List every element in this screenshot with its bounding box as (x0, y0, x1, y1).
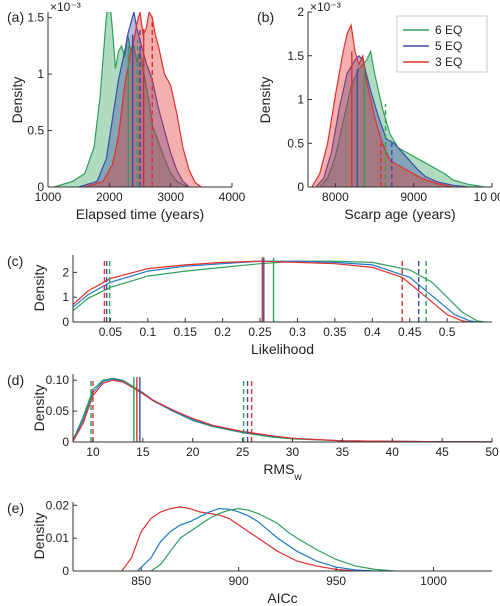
series-area-3eq (311, 25, 453, 187)
x-axis-label: Likelihood (251, 341, 314, 357)
x-tick-label: 0.2 (214, 325, 231, 339)
series-line-2 (78, 12, 190, 187)
x-tick-label: 0.5 (439, 325, 456, 339)
x-tick-label: 45 (435, 445, 449, 459)
x-tick-label: 0.25 (248, 325, 272, 339)
x-tick-label: 1000 (420, 574, 447, 588)
y-tick-label: 1.5 (27, 11, 44, 25)
series-area-5eq (78, 12, 190, 187)
x-tick-label: 0.4 (364, 325, 381, 339)
panel-label: (e) (7, 500, 24, 516)
y-exponent-label: ×10⁻³ (50, 0, 81, 14)
x-tick-label: 0.1 (139, 325, 156, 339)
y-tick-label: 0.5 (27, 124, 44, 138)
y-tick-label: 0 (37, 180, 44, 194)
panel-c: 0.05 0.1 0.15 0.2 0.25 0.3 0.35 0.4 0.45 0.5 0 1 2 (c… (7, 253, 492, 357)
plot-area (73, 377, 492, 442)
x-tick-label: 40 (386, 445, 400, 459)
x-tick-label: 950 (326, 574, 346, 588)
y-tick-label: 0.5 (287, 136, 304, 150)
y-tick-label: 0 (62, 564, 69, 578)
y-tick-label: 1.5 (287, 49, 304, 63)
y-tick-label: 0.01 (46, 531, 70, 545)
x-tick-label: 35 (336, 445, 350, 459)
x-tick-label: 25 (236, 445, 250, 459)
x-tick-label: 8000 (322, 190, 349, 204)
x-axis-label: Elapsed time (years) (76, 206, 204, 222)
series-line-1 (73, 377, 492, 442)
series-line-3 (84, 12, 202, 187)
y-axis-label: Density (31, 265, 47, 312)
panel-label: (b) (257, 9, 274, 25)
legend: 6 EQ 5 EQ 3 EQ (396, 15, 488, 73)
x-tick-label: 20 (186, 445, 200, 459)
panel-b: 8000 9000 10 000 0 0.5 1 1.5 2 ×10⁻³ (b) Density Sc… (257, 0, 500, 222)
panel-e: 850 900 950 1000 0 0.01 0.02 (e) Density AICc (7, 498, 492, 606)
x-tick-label: 10 000 (474, 190, 500, 204)
x-tick-label: 9000 (400, 190, 427, 204)
y-tick-label: 0 (62, 315, 69, 329)
panel-label: (c) (7, 253, 23, 269)
y-tick-label: 0 (297, 180, 304, 194)
x-axis-label-subscript: w (293, 472, 302, 483)
x-tick-label: 3000 (157, 190, 184, 204)
x-tick-label: 850 (131, 574, 151, 588)
y-axis-label: Density (9, 77, 25, 124)
series-line-2 (315, 54, 469, 187)
x-tick-label: 2000 (96, 190, 123, 204)
panel-label: (d) (7, 372, 24, 388)
series-area-6eq (319, 51, 485, 187)
legend-label: 5 EQ (435, 39, 462, 53)
series-line-3 (150, 507, 395, 571)
plot-area (121, 506, 395, 571)
x-tick-label: 30 (286, 445, 300, 459)
legend-label: 3 EQ (435, 55, 462, 69)
x-axis-label: Scarp age (years) (344, 206, 455, 222)
series-line-3 (73, 379, 492, 442)
y-axis-label: Density (31, 513, 47, 560)
x-tick-label: 0.3 (289, 325, 306, 339)
plot-area (53, 12, 202, 187)
panel-label: (a) (7, 9, 24, 25)
y-tick-label: 0 (62, 435, 69, 449)
y-tick-label: 2 (297, 5, 304, 19)
panel-d: 10 15 20 25 30 35 40 45 50 0 0.05 0.10 (d) Density RMS… (7, 372, 499, 483)
x-tick-label: 900 (229, 574, 249, 588)
y-tick-label: 0.02 (46, 498, 70, 512)
plot-area (73, 257, 485, 322)
series-line-1 (319, 49, 485, 187)
x-tick-label: 0.45 (398, 325, 422, 339)
x-axis-label: RMSw (263, 461, 302, 483)
legend-label: 6 EQ (435, 23, 462, 37)
x-tick-label: 4000 (219, 190, 246, 204)
y-tick-label: 1 (297, 93, 304, 107)
series-area-6eq (54, 12, 190, 187)
y-axis-label: Density (257, 77, 273, 124)
series-line-1 (121, 506, 356, 571)
y-tick-label: 1 (62, 290, 69, 304)
y-tick-label: 0.05 (46, 404, 70, 418)
x-tick-label: 0.05 (99, 325, 123, 339)
y-tick-label: 1 (37, 67, 44, 81)
y-tick-label: 0.10 (46, 373, 70, 387)
x-tick-label: 15 (136, 445, 150, 459)
y-tick-label: 2 (62, 265, 69, 279)
x-tick-label: 50 (485, 445, 499, 459)
series-area-5eq (315, 55, 469, 187)
y-exponent-label: ×10⁻³ (310, 0, 341, 14)
panel-a: 1000 2000 3000 4000 0 0.5 1 1.5 ×10⁻³ (a) Density E… (7, 0, 246, 222)
plot-area (311, 23, 485, 187)
x-tick-label: 1000 (35, 190, 62, 204)
series-line-2 (136, 507, 376, 571)
series-line-3 (73, 260, 470, 322)
x-axis-label: AICc (267, 590, 297, 606)
x-tick-label: 0.15 (174, 325, 198, 339)
x-tick-label: 10 (86, 445, 100, 459)
series-line-2 (73, 260, 478, 322)
x-tick-label: 0.35 (323, 325, 347, 339)
y-axis-label: Density (31, 385, 47, 432)
series-line-1 (73, 260, 485, 322)
